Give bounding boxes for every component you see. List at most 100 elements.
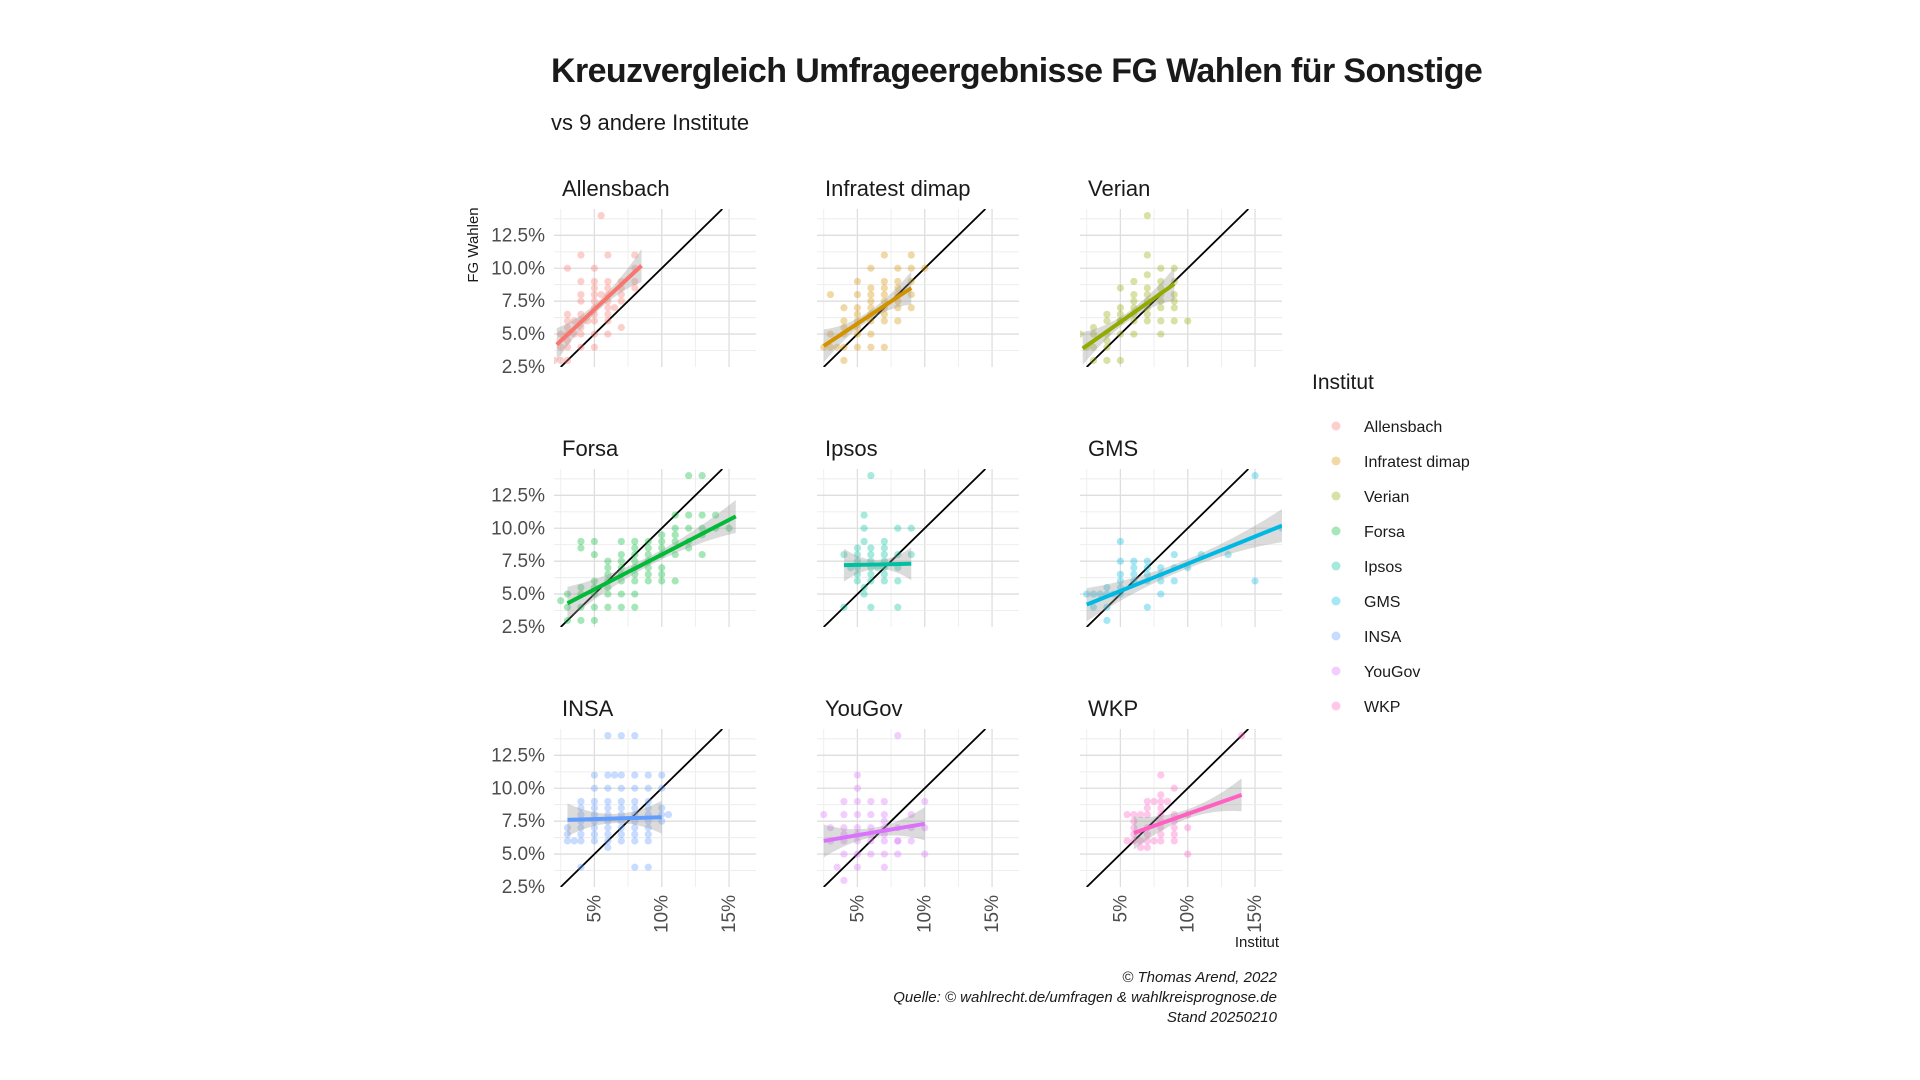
data-point — [1143, 251, 1151, 259]
data-point — [590, 784, 599, 792]
data-point — [921, 797, 929, 806]
data-point — [631, 784, 639, 792]
data-point — [1089, 590, 1098, 598]
data-point — [563, 356, 572, 365]
data-point — [590, 771, 599, 779]
data-point — [826, 330, 835, 338]
data-point — [658, 537, 666, 546]
data-point — [894, 731, 902, 740]
grid — [554, 729, 756, 887]
reference-line — [823, 469, 986, 627]
data-point — [577, 583, 585, 592]
panel-gms: GMS — [1080, 436, 1282, 627]
data-point — [1143, 843, 1151, 852]
legend-label: WKP — [1364, 699, 1400, 716]
data-point — [644, 824, 652, 832]
data-point — [894, 304, 902, 312]
panel-title: WKP — [1088, 696, 1138, 721]
data-point — [590, 297, 599, 305]
data-point — [820, 810, 828, 819]
data-point — [1143, 284, 1151, 292]
data-point — [604, 251, 612, 259]
reference-line — [1086, 469, 1249, 627]
data-point — [1130, 564, 1138, 572]
data-point — [617, 830, 625, 838]
data-point — [840, 356, 848, 365]
data-point — [1130, 297, 1138, 305]
data-point — [577, 616, 585, 625]
data-point — [1103, 337, 1111, 345]
data-point — [590, 837, 599, 845]
data-point — [664, 810, 673, 819]
data-point — [590, 797, 599, 806]
legend-key — [1331, 561, 1341, 571]
data-point — [860, 511, 868, 519]
data-point — [880, 837, 888, 845]
data-point — [880, 817, 888, 825]
data-point — [853, 797, 862, 806]
data-point — [880, 850, 888, 858]
data-point — [907, 837, 915, 845]
data-point — [577, 603, 585, 611]
data-point — [563, 616, 572, 625]
data-point — [698, 471, 706, 480]
legend-label: Infratest dimap — [1364, 454, 1470, 471]
data-point — [590, 603, 599, 611]
data-point — [611, 771, 619, 779]
data-point — [577, 804, 585, 812]
data-point — [671, 577, 679, 585]
regression-line — [843, 561, 912, 568]
chart-subtitle: vs 9 andere Institute — [551, 110, 750, 135]
data-point — [880, 290, 888, 299]
data-point — [894, 837, 902, 845]
data-point — [617, 537, 625, 546]
plot-area — [820, 729, 986, 887]
data-point — [867, 290, 875, 299]
data-point — [894, 850, 902, 858]
data-point — [1157, 791, 1165, 799]
data-point — [1143, 830, 1151, 838]
data-point — [840, 304, 848, 312]
data-point — [698, 550, 706, 559]
data-point — [557, 343, 565, 351]
data-point — [840, 603, 848, 611]
data-point — [590, 830, 599, 838]
data-point — [644, 863, 652, 871]
legend-key — [1331, 456, 1341, 466]
y-tick-label: 5.0% — [502, 844, 545, 865]
data-point — [1116, 537, 1124, 546]
data-point — [853, 330, 862, 338]
data-point — [860, 583, 868, 592]
data-point — [577, 251, 585, 259]
y-tick-label: 2.5% — [502, 357, 545, 378]
grid — [817, 469, 1019, 627]
y-tick-label: 10.0% — [491, 258, 545, 279]
data-point — [867, 297, 875, 305]
data-point — [1170, 830, 1178, 838]
data-point — [853, 577, 862, 585]
data-point — [867, 343, 875, 351]
data-point — [590, 284, 599, 292]
data-point — [1157, 797, 1165, 806]
data-point — [907, 290, 915, 299]
data-point — [590, 277, 599, 286]
data-point — [1116, 356, 1124, 365]
data-point — [631, 837, 639, 845]
legend-item-allensbach: Allensbach — [1331, 419, 1442, 436]
data-point — [685, 524, 693, 532]
data-point — [860, 537, 868, 546]
data-point — [577, 537, 585, 546]
data-point — [1170, 290, 1178, 299]
panel-ipsos: Ipsos — [817, 436, 1019, 627]
data-point — [563, 830, 572, 838]
data-point — [894, 603, 902, 611]
data-point — [1123, 810, 1131, 819]
data-point — [604, 310, 612, 318]
data-point — [590, 550, 599, 559]
data-point — [604, 824, 612, 832]
data-point — [604, 570, 612, 578]
data-point — [1163, 797, 1172, 806]
data-point — [631, 537, 639, 546]
data-point — [577, 863, 585, 871]
